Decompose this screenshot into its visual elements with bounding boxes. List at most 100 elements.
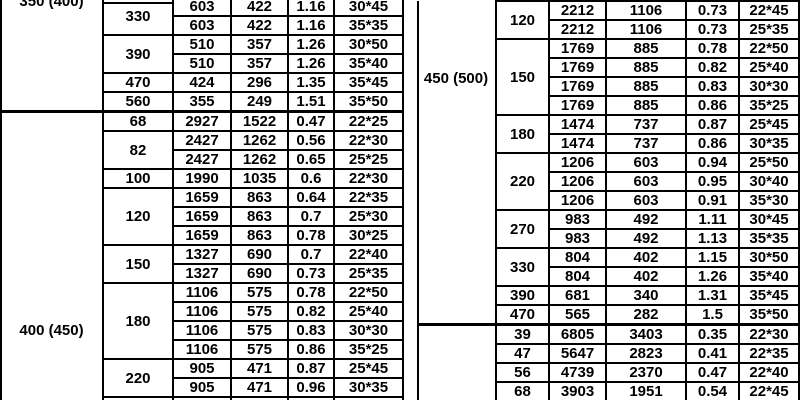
data-cell: 1106	[172, 301, 232, 322]
data-cell: 0.35	[685, 323, 740, 345]
data-cell: 0.7	[287, 206, 335, 227]
diameter-cell: 390	[102, 34, 174, 74]
data-cell: 22*30	[333, 168, 404, 189]
data-cell: 424	[172, 72, 232, 93]
data-cell: 1262	[230, 149, 289, 170]
data-cell: 22*45	[738, 381, 800, 400]
data-cell: 1474	[548, 133, 607, 154]
row-group-label: 400 (450)	[19, 322, 84, 339]
data-cell: 35*40	[738, 266, 800, 287]
data-cell: 22*40	[738, 362, 800, 383]
data-cell: 905	[172, 377, 232, 398]
data-cell: 0.7	[287, 244, 335, 265]
data-cell: 0.78	[287, 225, 335, 246]
data-cell: 1.16	[287, 15, 335, 36]
data-cell: 510	[172, 34, 232, 55]
diameter-cell: 68	[102, 110, 174, 132]
data-cell: 357	[230, 34, 289, 55]
spec-table-left: 330 603 422 1.16 30*45 603 422 1.16 35*35 390 510 3…	[0, 0, 404, 400]
data-cell: 340	[605, 285, 687, 306]
data-cell: 402	[605, 247, 687, 268]
data-cell: 0.47	[685, 362, 740, 383]
data-cell: 603	[605, 152, 687, 173]
diameter-cell: 470	[495, 304, 550, 326]
diameter-cell: 220	[495, 152, 550, 211]
data-cell: 471	[230, 377, 289, 398]
data-cell: 0.96	[287, 377, 335, 398]
data-cell: 30*25	[333, 225, 404, 246]
diameter-cell: 150	[495, 38, 550, 116]
data-cell: 1.26	[287, 34, 335, 55]
data-cell: 1106	[172, 282, 232, 303]
data-cell: 885	[605, 76, 687, 97]
data-cell: 885	[605, 57, 687, 78]
data-cell: 492	[605, 228, 687, 249]
diameter-cell: 330	[102, 0, 174, 36]
data-cell: 22*35	[333, 187, 404, 208]
data-cell: 1.5	[685, 304, 740, 326]
diameter-cell: 100	[102, 168, 174, 189]
data-cell: 0.47	[287, 110, 335, 132]
diameter-cell: 56	[495, 362, 550, 383]
data-cell: 1035	[230, 168, 289, 189]
data-cell: 0.41	[685, 343, 740, 364]
data-cell: 1659	[172, 225, 232, 246]
data-cell: 0.56	[287, 130, 335, 151]
data-cell: 575	[230, 339, 289, 360]
data-cell: 0.91	[685, 190, 740, 211]
data-cell: 983	[548, 228, 607, 249]
data-cell: 35*40	[333, 53, 404, 74]
data-cell: 737	[605, 133, 687, 154]
data-cell: 1106	[605, 19, 687, 40]
data-cell: 22*40	[333, 244, 404, 265]
data-cell: 35*50	[333, 91, 404, 113]
diameter-cell: 560	[102, 91, 174, 113]
data-cell: 2927	[172, 110, 232, 132]
data-cell: 0.73	[685, 19, 740, 40]
data-cell: 0.87	[287, 358, 335, 379]
cell-border-artifact	[104, 2, 174, 4]
data-cell: 603	[605, 171, 687, 192]
data-cell: 1.26	[685, 266, 740, 287]
data-cell: 25*45	[738, 114, 800, 135]
data-cell: 1659	[172, 206, 232, 227]
data-cell: 1.11	[685, 209, 740, 230]
row-group-label: 450 (500)	[423, 70, 489, 87]
data-cell: 22*30	[333, 130, 404, 151]
data-cell: 1206	[548, 190, 607, 211]
data-cell: 1951	[605, 381, 687, 400]
data-cell: 0.64	[287, 187, 335, 208]
data-cell: 1.13	[685, 228, 740, 249]
data-cell: 1106	[172, 320, 232, 341]
data-cell: 0.82	[287, 301, 335, 322]
data-cell: 690	[230, 244, 289, 265]
data-cell: 565	[548, 304, 607, 326]
diameter-cell: 150	[102, 244, 174, 284]
data-cell: 1522	[230, 110, 289, 132]
data-cell: 422	[230, 15, 289, 36]
data-cell: 30*35	[738, 133, 800, 154]
data-cell: 1106	[172, 339, 232, 360]
diameter-cell	[102, 396, 174, 400]
data-cell: 863	[230, 225, 289, 246]
data-cell: 30*30	[333, 320, 404, 341]
data-cell: 0.73	[287, 263, 335, 284]
data-cell: 35*50	[738, 304, 800, 326]
data-cell: 249	[230, 91, 289, 113]
data-cell: 30*40	[738, 171, 800, 192]
data-cell: 0.94	[685, 152, 740, 173]
data-cell: 30*30	[738, 76, 800, 97]
data-cell: 1.16	[287, 0, 335, 17]
data-cell: 25*35	[333, 263, 404, 284]
data-cell: 3903	[548, 381, 607, 400]
data-cell: 1206	[548, 171, 607, 192]
data-cell: 0.83	[685, 76, 740, 97]
data-cell: 357	[230, 53, 289, 74]
data-cell: 402	[605, 266, 687, 287]
data-cell: 0.86	[685, 95, 740, 116]
data-cell: 2370	[605, 362, 687, 383]
data-cell: 30*45	[738, 209, 800, 230]
data-cell: 22*50	[738, 38, 800, 59]
data-cell: 0.83	[287, 320, 335, 341]
data-cell: 30*50	[738, 247, 800, 268]
